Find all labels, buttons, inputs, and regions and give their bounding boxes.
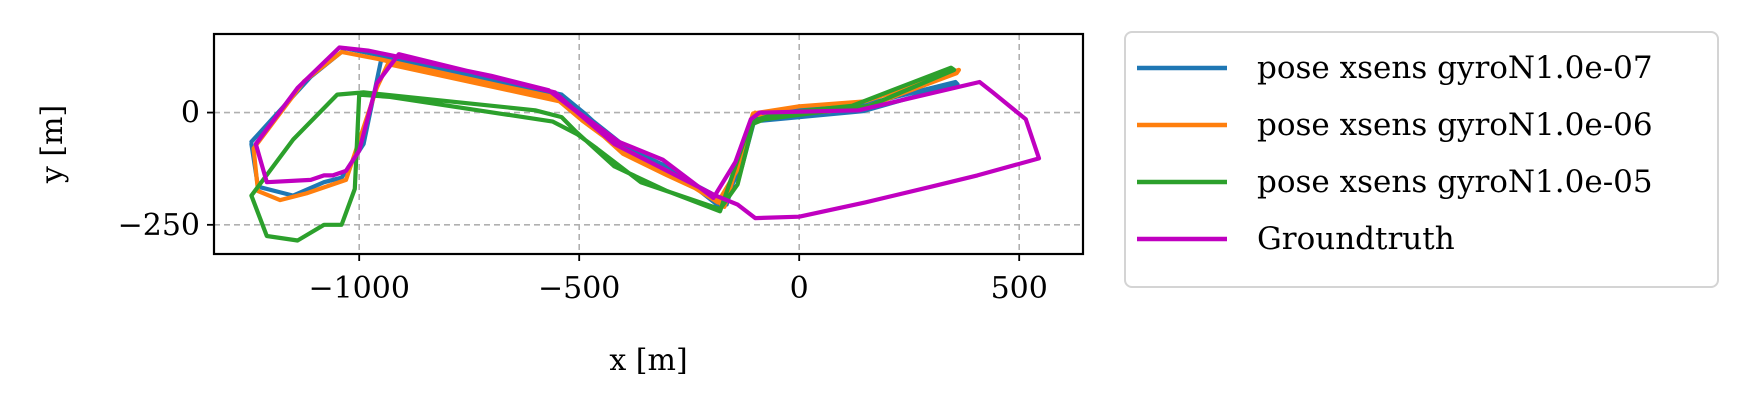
axis-ticks: −1000 −500 0 500 0 −250 [118,96,1048,306]
legend-label-3: pose xsens gyroN1.0e-05 [1257,164,1653,200]
series-lines [249,45,1042,243]
x-tick-label: 500 [991,271,1048,306]
x-tick-label: −500 [538,271,620,306]
series-line-4 [253,45,1042,221]
grid-lines [214,34,1083,254]
x-tick-label: 0 [790,271,809,306]
y-tick-label: 0 [181,96,200,131]
y-axis-label: y [m] [35,105,70,184]
legend-label-4: Groundtruth [1257,221,1455,257]
plot-area-frame [212,32,1085,256]
x-tick-label: −1000 [308,271,409,306]
y-tick-label: −250 [118,208,200,243]
legend: pose xsens gyroN1.0e-07 pose xsens gyroN1… [1124,31,1719,288]
x-axis-label: x [m] [609,343,687,378]
legend-label-2: pose xsens gyroN1.0e-06 [1257,107,1653,143]
legend-label-1: pose xsens gyroN1.0e-07 [1257,50,1653,86]
legend-box [1124,31,1719,288]
